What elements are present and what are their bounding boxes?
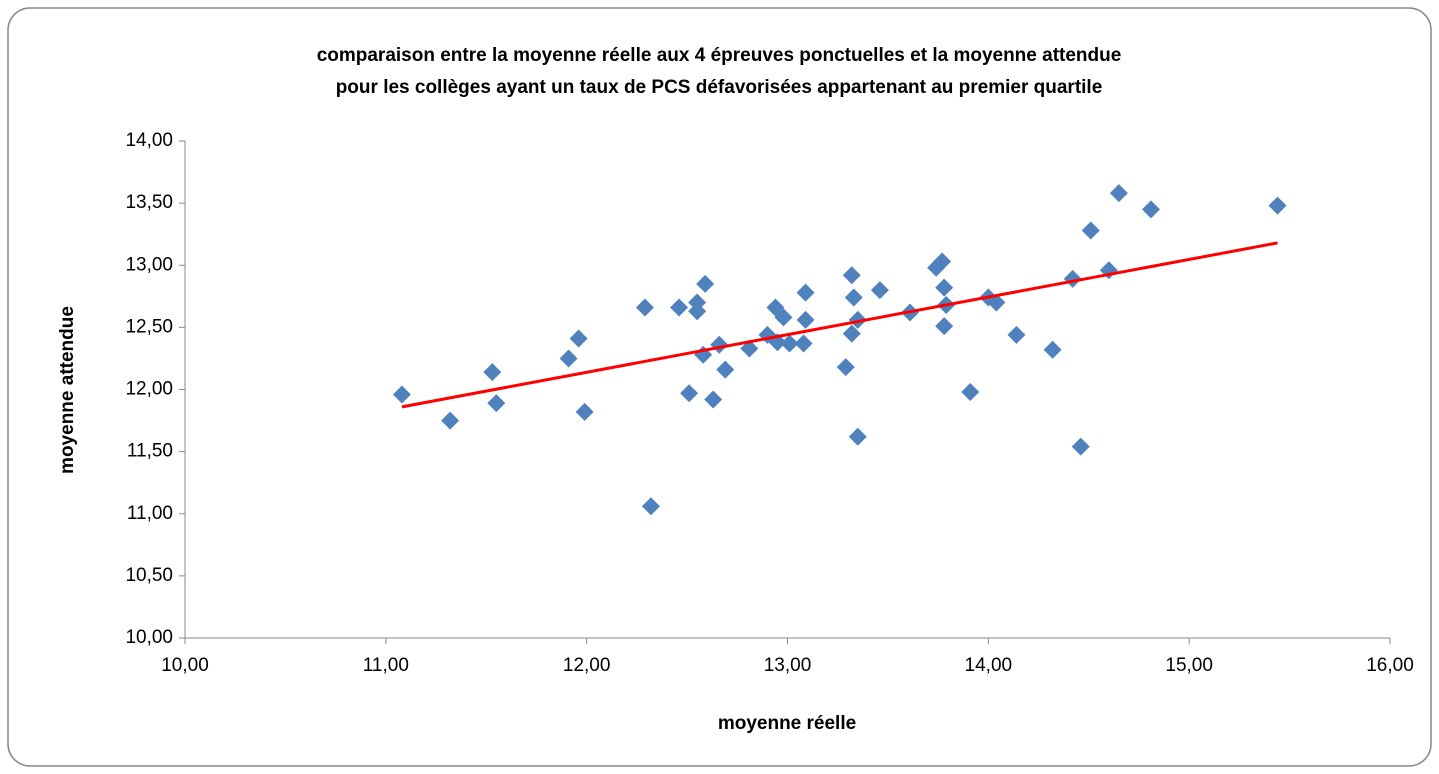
point: [987, 293, 1006, 312]
point: [635, 298, 654, 317]
point: [1071, 437, 1090, 456]
point: [688, 302, 707, 321]
point: [483, 363, 502, 382]
point: [796, 283, 815, 302]
point: [961, 382, 980, 401]
point: [870, 281, 889, 300]
point: [842, 266, 861, 285]
point: [844, 288, 863, 307]
point: [716, 360, 735, 379]
x-tick-label: 12,00: [563, 655, 611, 676]
point: [796, 310, 815, 329]
x-tick-label: 11,00: [363, 655, 409, 676]
y-tick-label: 11,50: [127, 441, 173, 462]
point: [569, 329, 588, 348]
y-tick-label: 12,50: [125, 316, 173, 337]
point: [1081, 221, 1100, 240]
point: [641, 497, 660, 516]
point: [842, 324, 861, 343]
point: [774, 308, 793, 327]
point: [1109, 184, 1128, 203]
point: [794, 334, 813, 353]
point: [780, 334, 799, 353]
x-tick-label: 15,00: [1165, 655, 1213, 676]
point: [559, 349, 578, 368]
point: [1043, 340, 1062, 359]
point: [696, 274, 715, 293]
point: [392, 385, 411, 404]
chart-title: pour les collèges ayant un taux de PCS d…: [336, 77, 1103, 98]
trendline: [401, 241, 1278, 409]
y-tick-label: 11,00: [127, 503, 173, 524]
x-tick-label: 16,00: [1366, 655, 1414, 676]
point: [1142, 200, 1161, 219]
point: [670, 298, 689, 317]
point: [848, 427, 867, 446]
chart-frame: [7, 7, 1432, 767]
point: [704, 390, 723, 409]
x-axis-label: moyenne réelle: [718, 713, 856, 734]
chart-title: comparaison entre la moyenne réelle aux …: [317, 45, 1122, 66]
x-tick-label: 13,00: [764, 655, 812, 676]
point: [441, 411, 460, 430]
y-tick-label: 12,00: [125, 379, 173, 400]
point: [575, 402, 594, 421]
x-tick-label: 10,00: [161, 655, 209, 676]
y-axis-label: moyenne attendue: [57, 306, 78, 474]
point: [935, 278, 954, 297]
point: [680, 384, 699, 403]
point: [1007, 325, 1026, 344]
y-tick-label: 14,00: [125, 130, 173, 151]
point: [848, 310, 867, 329]
point: [935, 317, 954, 336]
point: [487, 394, 506, 413]
point: [1268, 196, 1287, 215]
point: [933, 252, 952, 271]
y-tick-label: 10,00: [125, 627, 173, 648]
y-tick-label: 13,00: [125, 254, 173, 275]
y-tick-label: 13,50: [125, 192, 173, 213]
x-tick-label: 14,00: [965, 655, 1013, 676]
y-tick-label: 10,50: [125, 565, 173, 586]
point: [836, 358, 855, 377]
